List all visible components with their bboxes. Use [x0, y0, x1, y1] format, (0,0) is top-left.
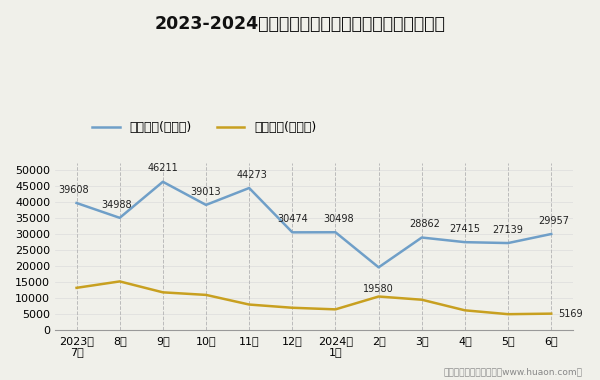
- Text: 46211: 46211: [148, 163, 178, 173]
- 进口总额(万美元): [548, 311, 555, 316]
- Text: 39608: 39608: [58, 185, 89, 195]
- 出口总额(万美元): [245, 186, 253, 190]
- Line: 出口总额(万美元): 出口总额(万美元): [77, 182, 551, 268]
- Text: 30498: 30498: [323, 214, 353, 224]
- Text: 27415: 27415: [449, 224, 481, 234]
- 出口总额(万美元): [505, 241, 512, 245]
- Text: 39013: 39013: [191, 187, 221, 196]
- Text: 28862: 28862: [409, 219, 440, 229]
- 出口总额(万美元): [73, 201, 80, 205]
- Text: 29957: 29957: [539, 216, 569, 226]
- 进口总额(万美元): [289, 306, 296, 310]
- Line: 进口总额(万美元): 进口总额(万美元): [77, 282, 551, 314]
- 进口总额(万美元): [418, 298, 425, 302]
- 出口总额(万美元): [418, 235, 425, 240]
- 进口总额(万美元): [116, 279, 124, 284]
- Legend: 出口总额(万美元), 进口总额(万美元): 出口总额(万美元), 进口总额(万美元): [87, 116, 322, 139]
- 出口总额(万美元): [202, 203, 209, 207]
- Text: 19580: 19580: [363, 284, 394, 294]
- 出口总额(万美元): [289, 230, 296, 234]
- 出口总额(万美元): [375, 265, 382, 270]
- Text: 30474: 30474: [277, 214, 308, 224]
- 进口总额(万美元): [202, 293, 209, 297]
- 出口总额(万美元): [548, 232, 555, 236]
- Text: 制图：华经产业研究院（www.huaon.com）: 制图：华经产业研究院（www.huaon.com）: [443, 367, 582, 376]
- 进口总额(万美元): [505, 312, 512, 317]
- 进口总额(万美元): [332, 307, 339, 312]
- 出口总额(万美元): [159, 179, 166, 184]
- 进口总额(万美元): [245, 302, 253, 307]
- Text: 5169: 5169: [558, 309, 583, 319]
- Text: 34988: 34988: [101, 200, 132, 209]
- 出口总额(万美元): [116, 215, 124, 220]
- Text: 27139: 27139: [493, 225, 524, 235]
- 进口总额(万美元): [73, 285, 80, 290]
- Text: 44273: 44273: [236, 170, 268, 180]
- 进口总额(万美元): [461, 308, 469, 313]
- Text: 2023-2024年吉安市商品收发货人所在地进、出口额: 2023-2024年吉安市商品收发货人所在地进、出口额: [155, 15, 445, 33]
- 进口总额(万美元): [159, 290, 166, 294]
- 进口总额(万美元): [375, 294, 382, 299]
- 出口总额(万美元): [461, 240, 469, 244]
- 出口总额(万美元): [332, 230, 339, 234]
